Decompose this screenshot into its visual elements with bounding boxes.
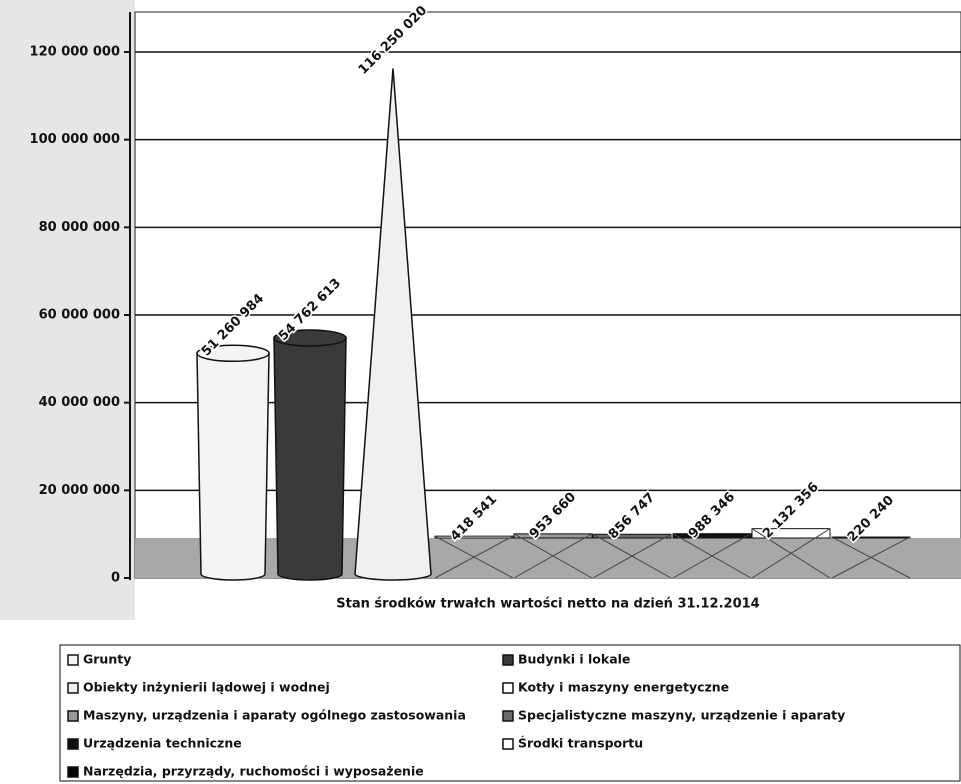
floor xyxy=(135,538,961,578)
y-tick-label: 0 xyxy=(111,571,120,586)
y-tick-label: 120 000 000 xyxy=(30,45,120,60)
legend-label: Budynki i lokale xyxy=(518,652,630,667)
bar xyxy=(513,533,593,539)
legend-swatch xyxy=(502,710,514,722)
bar xyxy=(751,528,831,539)
legend-swatch xyxy=(502,738,514,750)
bar xyxy=(434,535,514,539)
y-tick-label: 80 000 000 xyxy=(39,220,120,235)
legend-swatch xyxy=(67,710,79,722)
bar xyxy=(196,352,270,581)
legend-swatch xyxy=(502,682,514,694)
legend-label: Kotły i maszyny energetyczne xyxy=(518,680,729,695)
bar-face xyxy=(592,533,672,579)
bar xyxy=(354,68,432,581)
bar-top xyxy=(273,329,347,347)
bar-face xyxy=(434,535,514,579)
legend-label: Obiekty inżynierii lądowej i wodnej xyxy=(83,680,330,695)
legend-swatch xyxy=(67,654,79,666)
legend-label: Specjalistyczne maszyny, urządzenie i ap… xyxy=(518,708,845,723)
bar-face xyxy=(831,536,911,579)
bar xyxy=(592,533,672,539)
bar xyxy=(831,536,911,539)
bar-face xyxy=(751,528,831,579)
x-axis-label: Stan środków trwałch wartości netto na d… xyxy=(336,597,759,612)
scan-shade xyxy=(0,0,135,620)
legend-swatch xyxy=(67,682,79,694)
legend-swatch xyxy=(67,766,79,778)
bar-face xyxy=(672,533,752,579)
bar-face xyxy=(513,533,593,579)
legend-label: Maszyny, urządzenia i aparaty ogólnego z… xyxy=(83,708,466,723)
legend-label: Grunty xyxy=(83,652,131,667)
y-tick-label: 40 000 000 xyxy=(39,395,120,410)
legend-swatch xyxy=(502,654,514,666)
bar xyxy=(672,533,752,539)
legend-label: Narzędzia, przyrządy, ruchomości i wypos… xyxy=(83,764,424,779)
bar-top xyxy=(196,344,270,363)
legend-label: Środki transportu xyxy=(518,736,643,751)
y-tick-label: 100 000 000 xyxy=(30,132,120,147)
y-tick-label: 60 000 000 xyxy=(39,308,120,323)
y-tick-label: 20 000 000 xyxy=(39,483,120,498)
legend-swatch xyxy=(67,738,79,750)
bar xyxy=(273,337,347,581)
plot-area xyxy=(134,11,961,579)
legend-label: Urządzenia techniczne xyxy=(83,736,242,751)
